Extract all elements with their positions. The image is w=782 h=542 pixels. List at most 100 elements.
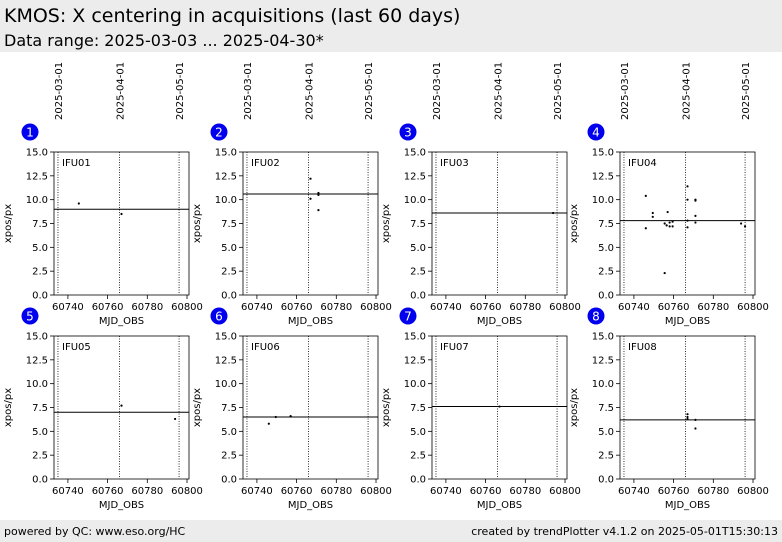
panel-number: 4 [592,126,600,140]
y-tick-label: 2.5 [598,267,614,278]
date-marker-label: 2025-03-01 [54,62,65,120]
data-point [120,404,123,407]
x-tick-label: 60740 [241,302,273,313]
panel-number: 3 [404,126,412,140]
y-tick-label: 12.5 [26,171,48,182]
data-point [740,222,743,225]
x-tick-label: 60760 [281,302,313,313]
data-point [317,191,320,195]
date-marker-label: 2025-04-01 [682,62,693,120]
y-tick-label: 15.0 [215,148,237,159]
x-tick-label: 60800 [360,486,392,497]
y-tick-label: 12.5 [215,171,237,182]
x-tick-label: 60800 [549,486,581,497]
y-tick-label: 0.0 [598,475,614,486]
panel-2: 2025-03-01 2025-04-01 2025-05-01 0.0 2.5 5.0 7… [192,62,392,327]
x-tick-label: 60760 [92,486,124,497]
y-tick-label: 5.0 [221,243,237,254]
y-tick-label: 0.0 [32,291,48,302]
x-tick-label: 60760 [92,302,124,313]
panel-number-badge [587,307,605,325]
panel-1: 2025-03-01 2025-04-01 2025-05-01 0.0 2.5 5.0 7… [3,62,203,327]
data-point [686,413,689,416]
y-tick-label: 5.0 [598,243,614,254]
x-tick-label: 60800 [737,302,769,313]
y-tick-label: 7.5 [598,403,614,414]
y-tick-label: 12.5 [215,355,237,366]
data-point [174,417,177,421]
y-tick-label: 10.0 [592,195,614,206]
y-tick-label: 15.0 [404,332,426,343]
y-tick-label: 5.0 [32,243,48,254]
x-axis-label: MJD_OBS [288,500,333,511]
page-title: KMOS: X centering in acquisitions (last … [4,5,461,27]
y-axis-label: xpos/px [3,388,14,427]
footer-credit: powered by QC: www.eso.org/HC [4,525,186,538]
panel-number-badge [21,123,39,141]
y-tick-label: 2.5 [221,451,237,462]
panel-label: IFU02 [251,158,280,169]
plot-frame [242,151,379,296]
y-tick-label: 10.0 [26,195,48,206]
panel-number: 2 [215,126,223,140]
panel-4: 2025-03-01 2025-04-01 2025-05-01 0.0 2.5 5.0 7… [569,62,769,327]
data-point [267,422,270,425]
y-tick-label: 7.5 [410,219,426,230]
x-axis-label: MJD_OBS [477,500,522,511]
panel-number-badge [21,307,39,325]
x-tick-label: 60740 [241,486,273,497]
data-point [309,197,312,200]
date-marker-label: 2025-05-01 [553,62,564,120]
data-point [666,210,669,214]
x-tick-label: 60760 [470,302,502,313]
x-tick-label: 60800 [549,302,581,313]
data-point [671,220,674,223]
date-marker-label: 2025-04-01 [305,62,316,120]
panel-6: 0.0 2.5 5.0 7.5 10.0 12.5 15.0 60740 60760 60780 6… [192,307,392,511]
data-point [686,219,689,222]
data-point [694,427,697,430]
x-tick-label: 60780 [320,302,352,313]
y-tick-label: 7.5 [32,219,48,230]
data-point [120,212,123,216]
panel-number: 1 [26,126,34,140]
y-tick-label: 10.0 [26,379,48,390]
y-tick-label: 5.0 [410,427,426,438]
data-point [274,415,277,419]
data-point [694,418,697,421]
panel-label: IFU04 [628,158,657,169]
data-point [317,209,320,212]
data-point [317,193,320,196]
data-point [686,415,689,419]
data-point [694,199,697,202]
x-tick-label: 60760 [470,486,502,497]
data-point [644,227,647,230]
x-axis-label: MJD_OBS [665,500,710,511]
x-tick-label: 60740 [52,486,84,497]
y-tick-label: 15.0 [592,332,614,343]
y-tick-label: 12.5 [26,355,48,366]
y-tick-label: 5.0 [410,243,426,254]
data-point [671,225,674,228]
page-header: KMOS: X centering in acquisitions (last … [0,0,782,52]
data-point [694,221,697,224]
data-point [668,221,671,224]
y-tick-label: 0.0 [221,475,237,486]
data-point [663,271,666,275]
plot-frame [619,151,756,296]
panel-number: 6 [215,310,223,324]
y-tick-label: 12.5 [592,171,614,182]
y-tick-label: 15.0 [592,148,614,159]
plot-frame [619,335,756,480]
panel-8: 0.0 2.5 5.0 7.5 10.0 12.5 15.0 60740 60760 60780 6… [569,307,769,511]
data-point [663,222,666,225]
y-tick-label: 7.5 [410,403,426,414]
page-footer: powered by QC: www.eso.org/HC created by… [0,520,782,542]
x-axis-label: MJD_OBS [99,500,144,511]
plot-frame [53,335,190,480]
data-point [552,211,555,215]
date-marker-label: 2025-05-01 [741,62,752,120]
date-marker-label: 2025-03-01 [243,62,254,120]
y-tick-label: 7.5 [221,219,237,230]
y-tick-label: 2.5 [32,451,48,462]
